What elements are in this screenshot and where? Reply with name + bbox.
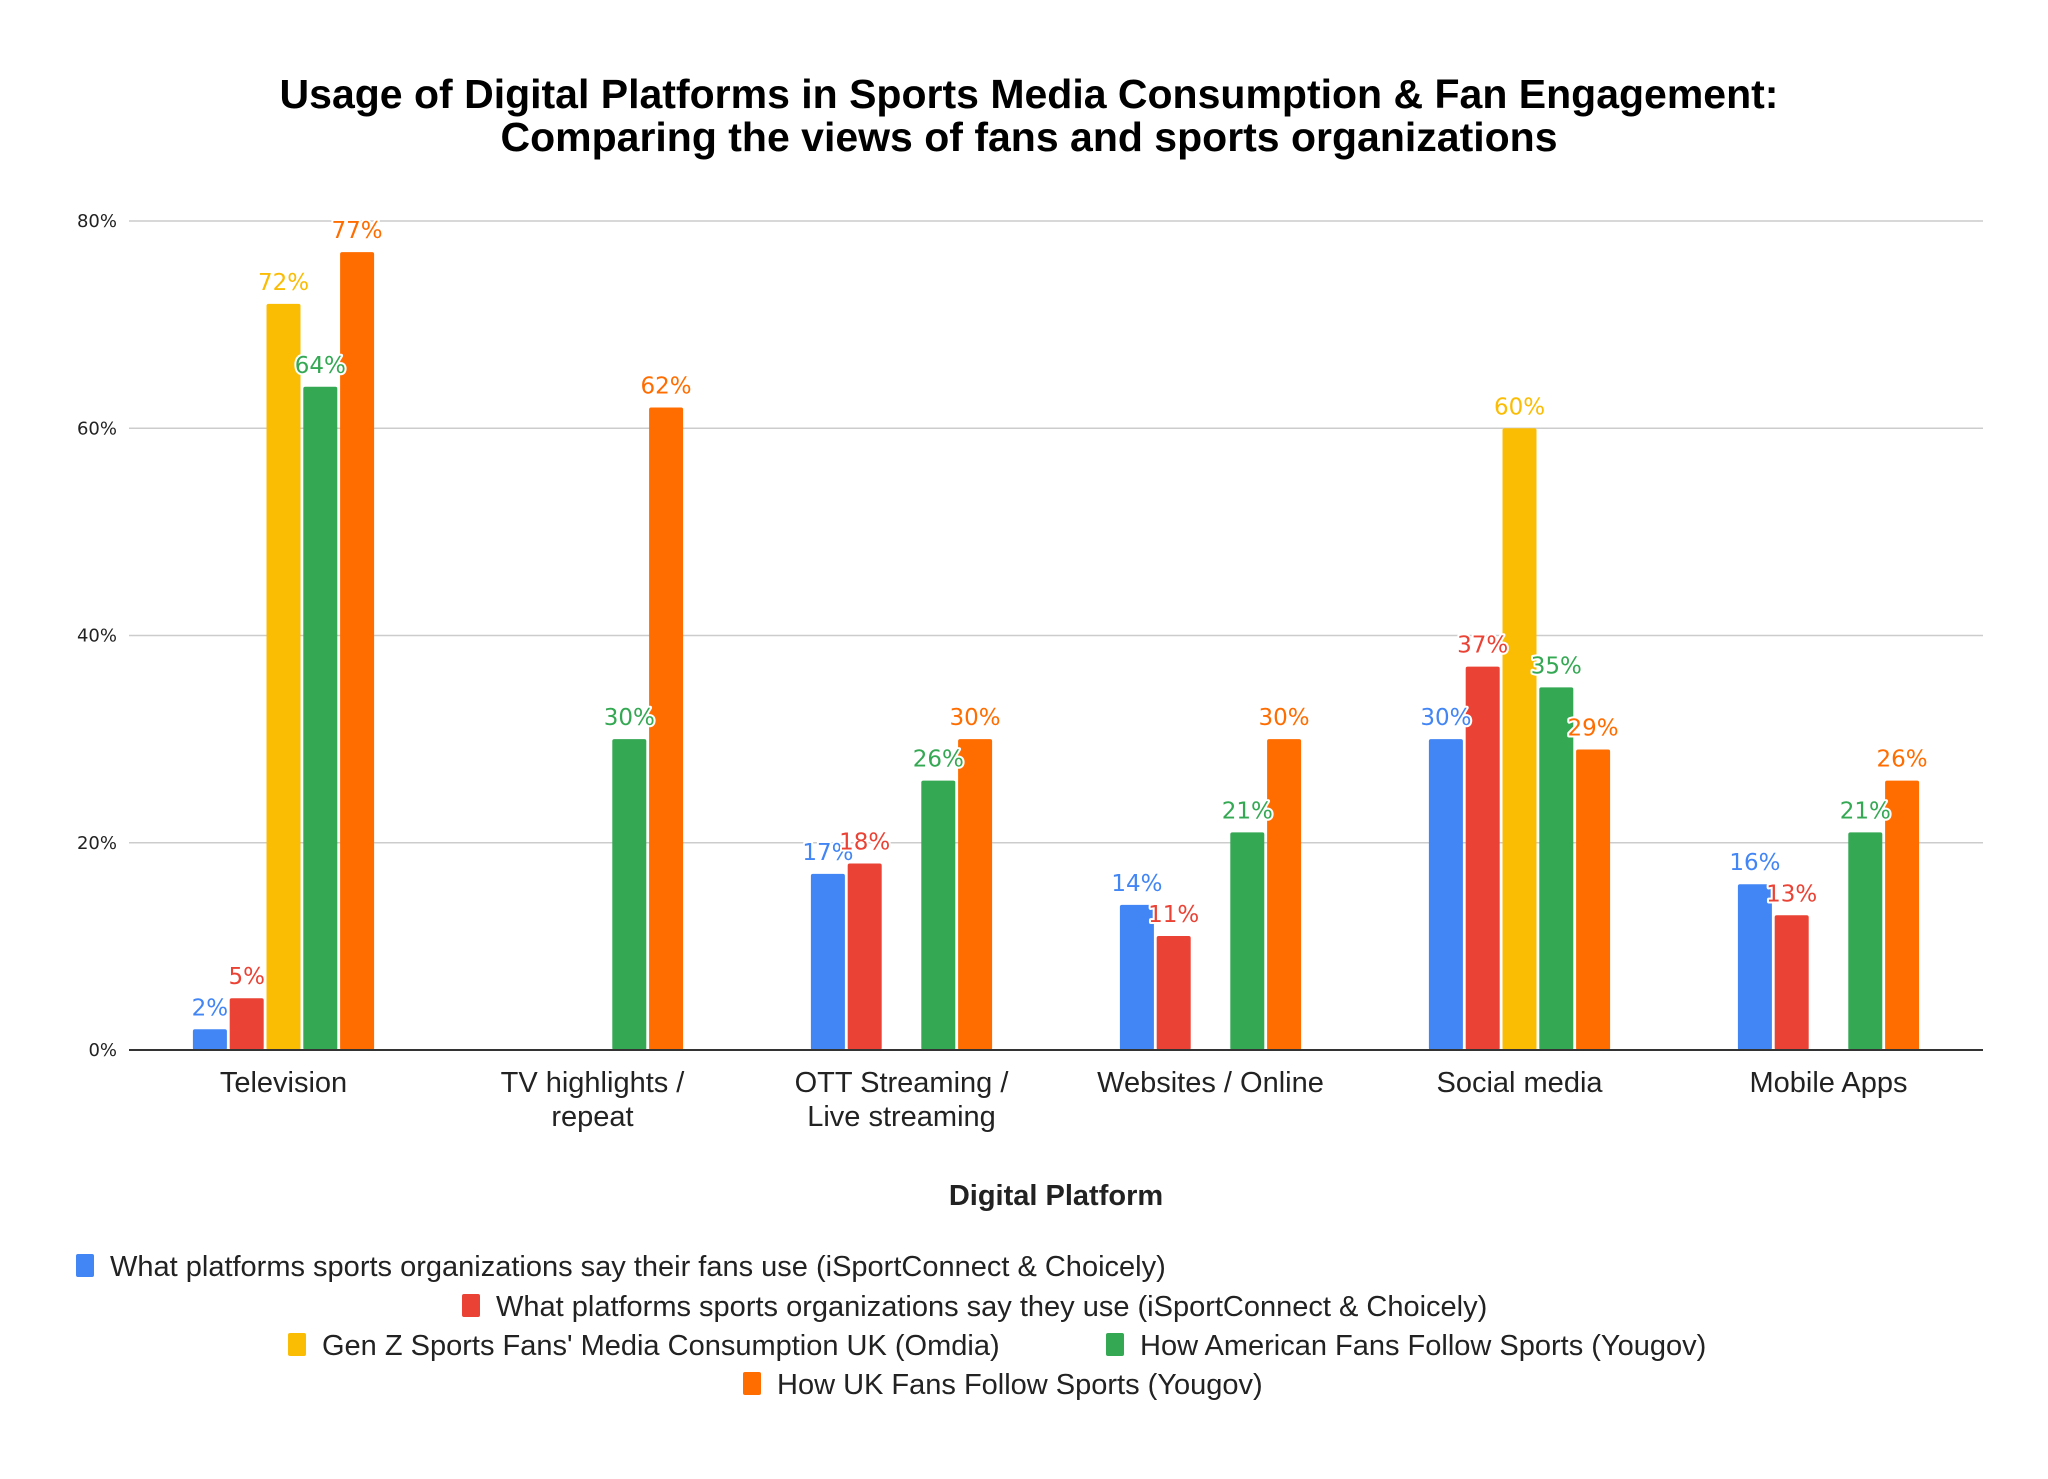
data-label: 30%	[950, 705, 1001, 731]
legend-item[interactable]: What platforms sports organizations say …	[76, 1251, 1166, 1283]
data-label: 77%	[332, 218, 383, 244]
x-tick-label: repeat	[551, 1101, 633, 1133]
legend-label: Gen Z Sports Fans' Media Consumption UK …	[322, 1330, 1000, 1362]
x-tick-label: Television	[220, 1067, 347, 1099]
legend-item[interactable]: Gen Z Sports Fans' Media Consumption UK …	[288, 1330, 1000, 1362]
legend-label: How American Fans Follow Sports (Yougov)	[1140, 1330, 1706, 1362]
bar	[1465, 666, 1500, 1050]
data-label: 64%	[295, 353, 346, 379]
bar	[1502, 428, 1537, 1050]
legend-label: What platforms sports organizations say …	[110, 1251, 1166, 1283]
bar	[1428, 739, 1463, 1050]
chart-subtitle: Comparing the views of fans and sports o…	[500, 114, 1557, 160]
data-label: 29%	[1568, 715, 1619, 741]
legend-swatch	[743, 1372, 761, 1395]
x-tick-label: TV highlights /	[501, 1067, 686, 1099]
y-tick-label: 20%	[77, 833, 117, 854]
bar	[266, 303, 301, 1050]
y-tick-label: 40%	[77, 626, 117, 647]
bar	[847, 863, 882, 1050]
data-label: 21%	[1222, 798, 1273, 824]
data-label: 17%	[802, 840, 853, 866]
legend-item[interactable]: How American Fans Follow Sports (Yougov)	[1106, 1330, 1706, 1362]
data-label: 37%	[1457, 633, 1508, 659]
legend-item[interactable]: How UK Fans Follow Sports (Yougov)	[743, 1369, 1263, 1401]
legend-item[interactable]: What platforms sports organizations say …	[462, 1291, 1487, 1323]
bar	[612, 739, 647, 1050]
x-axis-labels: Television TV highlights /repeat OTT Strea…	[220, 1067, 1908, 1133]
data-label: 72%	[258, 270, 309, 296]
y-axis-ticks: 0% 20% 40% 60% 80%	[77, 211, 117, 1061]
y-tick-label: 0%	[88, 1040, 117, 1061]
bar	[649, 407, 684, 1050]
data-label: 30%	[1420, 705, 1471, 731]
bar	[1119, 904, 1154, 1050]
data-label: 2%	[192, 995, 229, 1021]
x-tick-label: Live streaming	[807, 1101, 996, 1133]
bar	[229, 998, 264, 1050]
data-label: 13%	[1766, 881, 1817, 907]
data-label: 16%	[1729, 850, 1780, 876]
legend-swatch	[1106, 1333, 1124, 1356]
data-label: 30%	[1259, 705, 1310, 731]
legend-swatch	[288, 1333, 306, 1356]
bar	[1737, 884, 1772, 1050]
bar	[1539, 687, 1574, 1050]
bar	[303, 386, 338, 1050]
legend-label: What platforms sports organizations say …	[496, 1291, 1487, 1323]
data-label: 26%	[913, 747, 964, 773]
bar	[1156, 936, 1191, 1050]
data-label: 5%	[228, 964, 265, 990]
bar	[1230, 832, 1265, 1050]
data-label: 11%	[1148, 902, 1199, 928]
bar	[340, 252, 375, 1050]
bar	[958, 739, 993, 1050]
x-axis-title: Digital Platform	[949, 1180, 1163, 1212]
y-tick-label: 60%	[77, 418, 117, 439]
data-label: 60%	[1494, 394, 1545, 420]
data-label: 35%	[1531, 653, 1582, 679]
chart-title: Usage of Digital Platforms in Sports Med…	[280, 71, 1779, 117]
bars	[192, 252, 1920, 1050]
gridlines	[129, 220, 1983, 844]
y-tick-label: 80%	[77, 211, 117, 232]
x-tick-label: Websites / Online	[1097, 1067, 1324, 1099]
bar	[1576, 749, 1611, 1050]
data-label: 14%	[1111, 871, 1162, 897]
bar	[921, 780, 956, 1050]
x-tick-label: Social media	[1436, 1067, 1603, 1099]
data-label: 62%	[641, 374, 692, 400]
legend-swatch	[76, 1254, 94, 1277]
data-labels: 2% 5% 72% 64% 77% 30% 62% 17%18% 26% 30% 14% 11% 21%…	[190, 216, 1930, 1023]
bar	[1267, 739, 1302, 1050]
data-label: 18%	[839, 829, 890, 855]
bar	[1885, 780, 1920, 1050]
bar	[192, 1029, 227, 1050]
bar	[1848, 832, 1883, 1050]
legend-swatch	[462, 1294, 480, 1317]
bar	[810, 873, 845, 1050]
data-label: 30%	[604, 705, 655, 731]
x-tick-label: OTT Streaming /	[795, 1067, 1010, 1099]
legend: What platforms sports organizations say …	[76, 1251, 1706, 1401]
x-tick-label: Mobile Apps	[1750, 1067, 1908, 1099]
data-label: 21%	[1840, 798, 1891, 824]
data-label: 26%	[1877, 747, 1928, 773]
legend-label: How UK Fans Follow Sports (Yougov)	[777, 1369, 1263, 1401]
bar	[1774, 915, 1809, 1050]
